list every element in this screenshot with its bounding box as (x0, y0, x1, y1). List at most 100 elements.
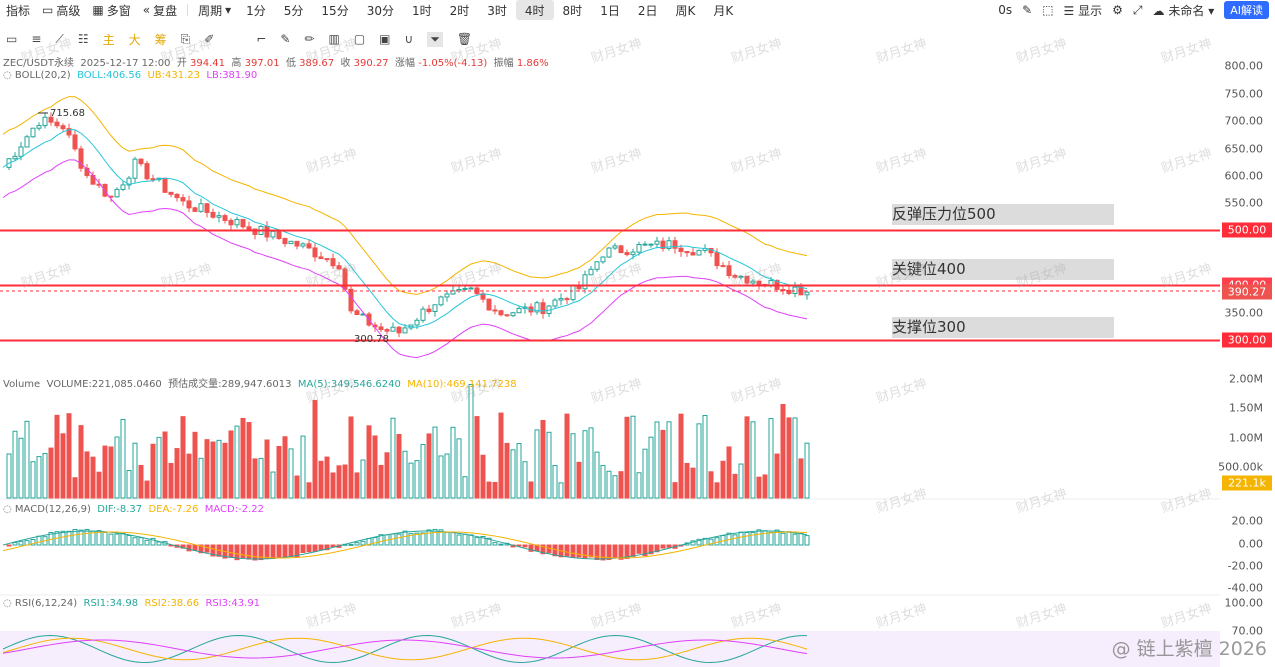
volume-bar (546, 431, 552, 499)
magnet-icon[interactable]: ∪ (404, 32, 414, 46)
draw-line-icon[interactable]: ⎘ (180, 31, 191, 46)
footer-watermark: @ 链上紫檀 2026 (1111, 638, 1267, 660)
macd-bar (648, 544, 654, 555)
frame-icon[interactable]: ▢ (353, 32, 366, 46)
chart-canvas[interactable]: 715.68 300.78 (0, 0, 1220, 667)
period-label: 周期 (198, 3, 223, 18)
candle-datetime: 2025-12-17 12:00 (80, 58, 171, 69)
timeframe-tab[interactable]: 1时 (411, 3, 432, 18)
volume-bar (720, 460, 726, 499)
candles-icon[interactable]: ▥ (328, 32, 340, 46)
snapshot-icon[interactable]: ⬚ (1042, 3, 1054, 17)
candle-body (444, 293, 450, 298)
candle-body (402, 327, 408, 334)
highlighter-icon[interactable]: ✏ (304, 32, 315, 46)
eye-icon[interactable]: ◌ (3, 70, 12, 81)
candle-body (114, 188, 120, 198)
multi-window-button[interactable]: ▦ 多窗 (86, 0, 136, 20)
volume-bar (570, 433, 576, 499)
support-label[interactable]: 支撑位300 (892, 317, 1114, 338)
display-button[interactable]: ☰ 显示 (1064, 2, 1103, 19)
trend-icon[interactable]: ⟋ (55, 31, 64, 46)
macd-bar (450, 531, 456, 546)
candle-body (180, 197, 186, 202)
candle-body (624, 252, 630, 256)
timeframe-tab[interactable]: 4时 (515, 0, 554, 20)
image-icon[interactable]: ▣ (379, 32, 391, 46)
timeframe-tab[interactable]: 1日 (600, 3, 620, 18)
key-level-label[interactable]: 关键位400 (892, 259, 1114, 280)
fullscreen-icon[interactable]: ⤢ (1132, 2, 1143, 17)
sliders-icon[interactable]: ☷ (77, 32, 89, 46)
candle-body (294, 240, 300, 247)
candle-body (162, 177, 168, 193)
price-tick: 550.00 (1224, 196, 1264, 210)
volume-bar (300, 435, 306, 499)
volume-bar (642, 448, 648, 499)
lines-icon[interactable]: ≡ (31, 32, 42, 46)
replay-button[interactable]: «复盘 (137, 0, 183, 20)
macd-bar (492, 542, 498, 546)
volume-bar (702, 415, 708, 499)
price-tick: 600.00 (1224, 169, 1264, 183)
volume-bar (534, 429, 540, 499)
macd-bar (588, 544, 594, 558)
indicators-button[interactable]: 指标 (0, 0, 36, 20)
macd-bar (636, 544, 642, 554)
macd-bar (354, 542, 360, 546)
timeframe-tab[interactable]: 3时 (487, 3, 507, 18)
price-axis[interactable]: 800.00 750.00 700.00 650.00 600.00 550.0… (1218, 0, 1275, 667)
timeframe-tab[interactable]: 15分 (321, 3, 349, 18)
timeframe-tab[interactable]: 月K (713, 3, 734, 18)
symbol-info-bar: ZEC/USDT永续 2025-12-17 12:00 开 394.41 高 3… (3, 54, 549, 69)
macd-bar (306, 544, 312, 553)
timeframe-tab[interactable]: 2时 (449, 3, 470, 18)
candle-body (792, 286, 798, 295)
macd-bar (474, 537, 480, 546)
timeframe-tab[interactable]: 30分 (366, 3, 394, 18)
filter-icon[interactable]: ⏷ (427, 31, 443, 47)
indicator-tag-chips[interactable]: 筹 (154, 32, 167, 47)
trash-icon[interactable]: 🗑 (456, 32, 473, 46)
indicator-tag-big[interactable]: 大 (128, 32, 141, 47)
timeframe-tab[interactable]: 8时 (562, 3, 583, 18)
candle-body (378, 326, 384, 331)
candle-body (66, 128, 72, 136)
window-icon[interactable]: ▭ (6, 32, 18, 46)
ai-interpret-button[interactable]: AI解读 (1224, 1, 1269, 19)
resistance-label[interactable]: 反弹压力位500 (892, 204, 1114, 225)
volume-bar (468, 384, 474, 499)
candle-body (654, 240, 660, 245)
volume-ma10: MA(10):469,141.7238 (407, 379, 517, 390)
volume-bar (462, 476, 468, 499)
brush-icon[interactable]: ✐ (204, 32, 215, 46)
indicator-tag-main[interactable]: 主 (102, 32, 115, 47)
macd-bar (792, 533, 798, 546)
timeframe-tab[interactable]: 5分 (283, 3, 304, 18)
volume-bar (132, 442, 138, 499)
candle-body (240, 218, 246, 228)
candle-body (234, 218, 240, 226)
candle-body (48, 116, 54, 123)
period-dropdown[interactable]: 周期 ▾ (192, 0, 237, 20)
unnamed-layout-button[interactable]: ☁ 未命名 ▾ (1153, 2, 1215, 19)
timeframe-tab[interactable]: 2日 (637, 3, 658, 18)
volume-bar (48, 447, 54, 499)
macd-bar (258, 544, 264, 561)
advanced-button[interactable]: ▭ 高级 (36, 0, 86, 20)
eye-icon[interactable]: ◌ (3, 504, 12, 515)
macd-tick: 20.00 (1231, 514, 1264, 528)
volume-bar (738, 463, 744, 499)
timeframe-tab[interactable]: 周K (675, 3, 696, 18)
pen-icon[interactable]: ✎ (280, 32, 291, 46)
volume-bar (342, 464, 348, 499)
crop-icon[interactable]: ⌐ (256, 32, 267, 46)
timeframe-tab[interactable]: 1分 (246, 3, 266, 18)
macd-bar (72, 529, 78, 546)
candle-body (384, 329, 390, 332)
volume-bar (684, 462, 690, 499)
pencil-icon[interactable]: ✎ (1022, 3, 1033, 17)
eye-icon[interactable]: ◌ (3, 598, 12, 609)
macd-bar (576, 544, 582, 558)
gear-icon[interactable]: ⚙ (1112, 3, 1123, 17)
